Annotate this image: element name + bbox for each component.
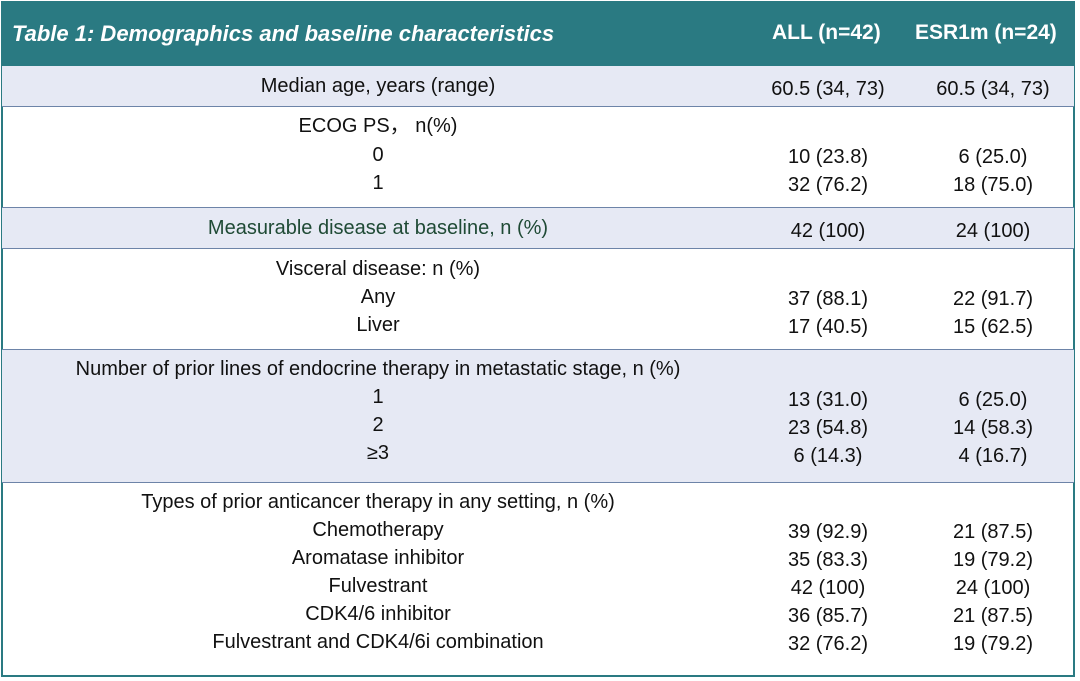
ecog-row-all: 32 (76.2) [787, 174, 869, 196]
visceral-row-all: 17 (40.5) [787, 316, 869, 338]
prior-types-row-all: 39 (92.9) [787, 521, 869, 543]
column-header-all: ALL (n=42) [772, 21, 881, 44]
prior-lines-row-label: 2 [372, 414, 384, 436]
age-label: Median age, years (range) [260, 75, 496, 97]
prior-lines-row-all: 13 (31.0) [787, 389, 869, 411]
ecog-label: ECOG PS， n(%) [298, 115, 458, 137]
age-all-value: 60.5 (34, 73) [771, 78, 885, 100]
prior-types-row-label: Aromatase inhibitor [291, 547, 465, 569]
measurable-label: Measurable disease at baseline, n (%) [207, 217, 549, 239]
section-divider [2, 207, 1074, 208]
visceral-label: Visceral disease: n (%) [275, 258, 481, 280]
visceral-row-esr: 22 (91.7) [952, 288, 1034, 310]
prior-types-row-esr: 21 (87.5) [952, 605, 1034, 627]
section-divider [2, 106, 1074, 107]
visceral-row-label: Liver [356, 314, 400, 336]
section-visceral [2, 249, 1074, 349]
prior-types-row-esr: 19 (79.2) [952, 549, 1034, 571]
measurable-esr-value: 24 (100) [955, 220, 1031, 242]
age-esr-value: 60.5 (34, 73) [936, 78, 1050, 100]
prior-types-row-label: Chemotherapy [312, 519, 444, 541]
prior-types-row-esr: 24 (100) [955, 577, 1031, 599]
ecog-row-label: 0 [372, 144, 384, 166]
prior-types-row-label: Fulvestrant and CDK4/6i combination [212, 631, 544, 653]
ecog-row-all: 10 (23.8) [787, 146, 869, 168]
prior-lines-row-label: ≥3 [366, 442, 390, 464]
prior-types-row-all: 42 (100) [790, 577, 866, 599]
section-prior-lines [2, 350, 1074, 482]
prior-lines-row-esr: 4 (16.7) [958, 445, 1028, 467]
ecog-row-esr: 18 (75.0) [952, 174, 1034, 196]
prior-types-row-all: 35 (83.3) [787, 549, 869, 571]
prior-types-row-label: Fulvestrant [328, 575, 428, 597]
prior-lines-row-esr: 14 (58.3) [952, 417, 1034, 439]
prior-lines-row-esr: 6 (25.0) [958, 389, 1028, 411]
prior-types-row-esr: 19 (79.2) [952, 633, 1034, 655]
section-age [2, 66, 1074, 106]
ecog-row-esr: 6 (25.0) [958, 146, 1028, 168]
section-divider [2, 349, 1074, 350]
prior-lines-row-all: 23 (54.8) [787, 417, 869, 439]
prior-types-row-label: CDK4/6 inhibitor [305, 603, 451, 625]
column-header-esr1m: ESR1m (n=24) [915, 21, 1057, 44]
table-header: Table 1: Demographics and baseline chara… [2, 2, 1074, 66]
section-ecog [2, 107, 1074, 207]
table-title: Table 1: Demographics and baseline chara… [12, 21, 555, 46]
section-divider [2, 482, 1074, 483]
visceral-row-label: Any [360, 286, 396, 308]
visceral-row-all: 37 (88.1) [787, 288, 869, 310]
measurable-all-value: 42 (100) [790, 220, 866, 242]
prior-lines-row-label: 1 [372, 386, 384, 408]
prior-types-row-all: 36 (85.7) [787, 605, 869, 627]
section-divider [2, 248, 1074, 249]
prior-types-row-all: 32 (76.2) [787, 633, 869, 655]
prior-types-row-esr: 21 (87.5) [952, 521, 1034, 543]
section-measurable [2, 208, 1074, 248]
ecog-row-label: 1 [372, 172, 384, 194]
prior-lines-label: Number of prior lines of endocrine thera… [75, 358, 681, 380]
prior-lines-row-all: 6 (14.3) [793, 445, 863, 467]
prior-types-label: Types of prior anticancer therapy in any… [141, 491, 615, 513]
visceral-row-esr: 15 (62.5) [952, 316, 1034, 338]
